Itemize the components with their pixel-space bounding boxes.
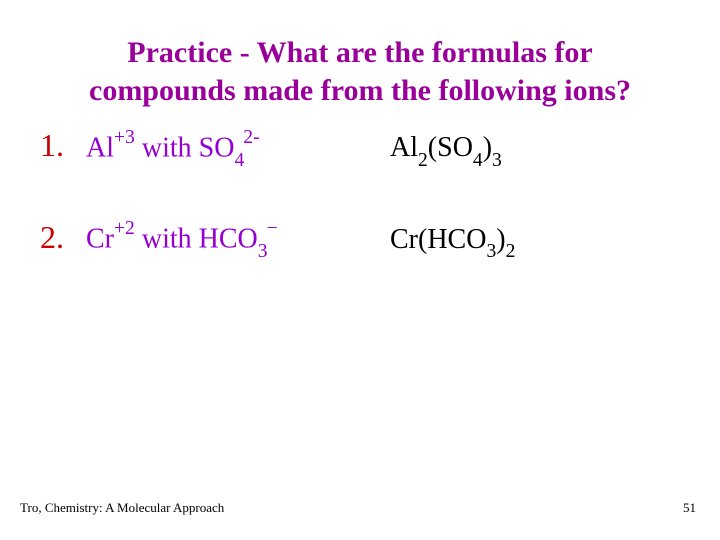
- list-item: 2. Cr+2 with HCO3− Cr(HCO3)2: [40, 219, 680, 261]
- ans-part: Cr(HCO: [390, 224, 486, 255]
- ion1-charge: +2: [114, 218, 135, 239]
- ans-sub: 3: [492, 150, 502, 171]
- connector: with: [135, 224, 199, 255]
- ans-part: (SO: [428, 132, 473, 163]
- compound-formula: Cr(HCO3)2: [390, 224, 515, 261]
- title-line-1: Practice - What are the formulas for: [127, 36, 592, 69]
- ion2-sub: 3: [258, 241, 268, 262]
- ans-part: Al: [390, 132, 418, 163]
- page-number: 51: [683, 500, 696, 516]
- ion1-charge: +3: [114, 127, 135, 148]
- ion-pair: Al+3 with SO42-: [86, 130, 390, 169]
- practice-list: 1. Al+3 with SO42- Al2(SO4)3 2. Cr+2 wit…: [0, 109, 720, 260]
- ion2-base: SO: [199, 132, 235, 163]
- ans-sub: 2: [418, 150, 428, 171]
- ans-sub: 3: [486, 241, 496, 262]
- connector: with: [135, 132, 199, 163]
- ion2-base: HCO: [199, 224, 258, 255]
- compound-formula: Al2(SO4)3: [390, 132, 502, 169]
- item-number: 1.: [40, 127, 86, 164]
- ion1-base: Cr: [86, 224, 114, 255]
- title-line-2: compounds made from the following ions?: [89, 74, 631, 107]
- ion-pair: Cr+2 with HCO3−: [86, 221, 390, 260]
- ans-sub: 2: [506, 241, 516, 262]
- ion1-base: Al: [86, 132, 114, 163]
- footer-citation: Tro, Chemistry: A Molecular Approach: [20, 500, 224, 516]
- list-item: 1. Al+3 with SO42- Al2(SO4)3: [40, 127, 680, 169]
- slide-title: Practice - What are the formulas for com…: [0, 0, 720, 109]
- ans-part: ): [496, 224, 505, 255]
- ans-part: ): [483, 132, 492, 163]
- ans-sub: 4: [473, 150, 483, 171]
- ion2-charge: 2-: [243, 127, 259, 148]
- ion2-sub: 4: [234, 150, 244, 171]
- ion2-charge: −: [267, 218, 278, 239]
- item-number: 2.: [40, 219, 86, 256]
